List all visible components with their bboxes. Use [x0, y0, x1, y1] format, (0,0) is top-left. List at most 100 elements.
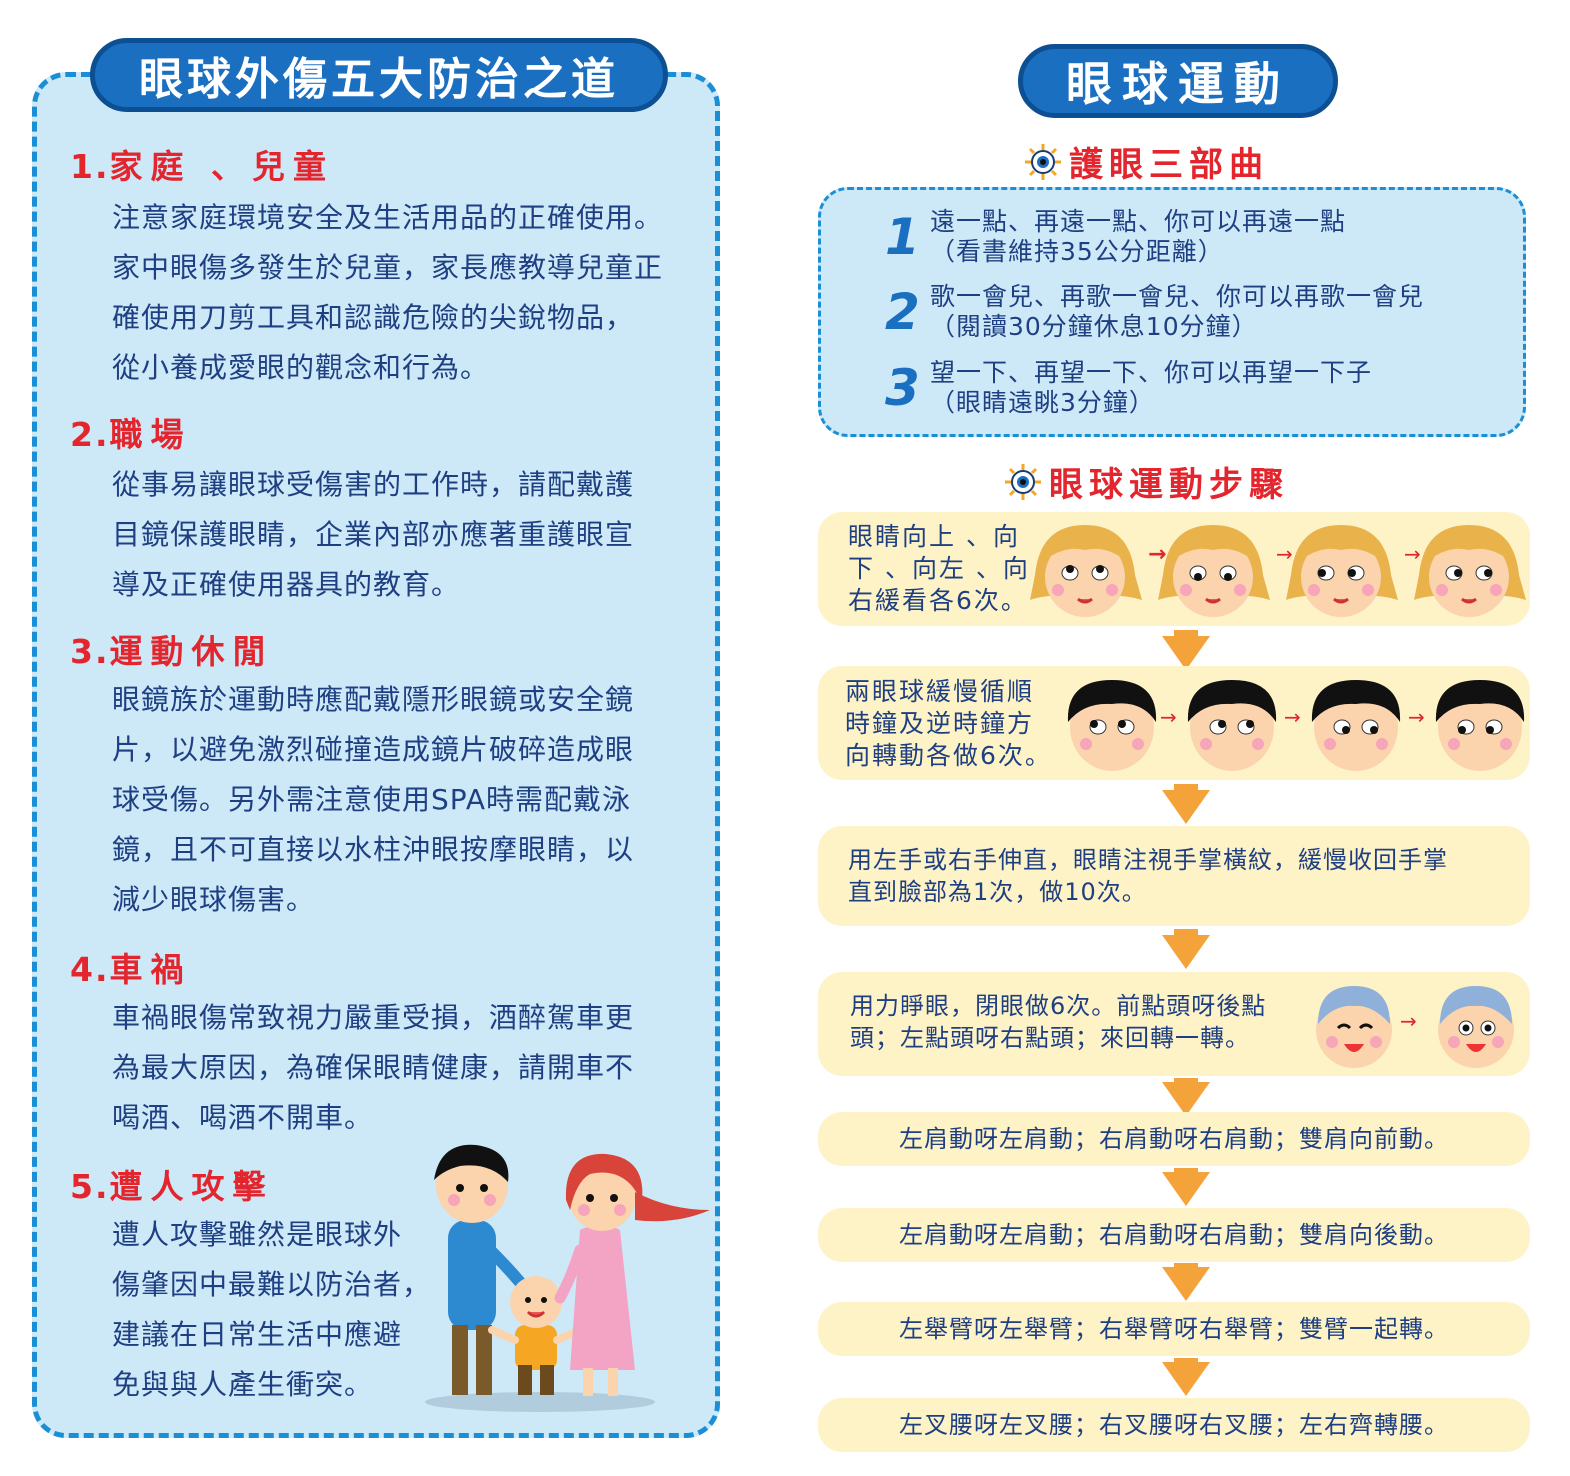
arrow-icon: → [1284, 705, 1301, 729]
boy-face-1 [1067, 680, 1157, 771]
section-5-heading: 5.遭人攻擊 [70, 1160, 274, 1208]
step-8-text: 左叉腰呀左叉腰；右叉腰呀右叉腰；左右齊轉腰。 [899, 1411, 1449, 1439]
song-number: 3 [885, 359, 920, 417]
section-4-line: 為最大原因，為確保眼睛健康，請開車不 [112, 1051, 635, 1084]
section-4-line: 喝酒、喝酒不開車。 [112, 1101, 374, 1134]
section-2-line: 導及正確使用器具的教育。 [112, 568, 461, 601]
step-2-text: 兩眼球緩慢循順 時鐘及逆時鐘方 向轉動各做6次。 [845, 676, 1052, 772]
song-line: 望一下、再望一下、你可以再望一下子 [930, 358, 1373, 387]
section-3-title: 運動休閒 [109, 632, 274, 671]
step-4-faces: → [1316, 986, 1514, 1068]
song-note: （眼睛遠眺3分鐘） [930, 388, 1155, 417]
steps-heading: 眼球運動步驟 [1005, 457, 1289, 506]
family-illustration [425, 1144, 710, 1412]
section-5-title: 遭人攻擊 [109, 1167, 274, 1206]
song-text: 遠一點、再遠一點、你可以再遠一點 （看書維持35公分距離） [930, 207, 1346, 267]
section-5-line: 建議在日常生活中應避 [112, 1318, 403, 1351]
step-7-text: 左舉臂呀左舉臂；右舉臂呀右舉臂；雙臂一起轉。 [899, 1315, 1449, 1343]
section-4-number: 4. [70, 950, 110, 989]
section-2-heading: 2.職場 [70, 408, 192, 456]
step-2-faces: → → → [1067, 680, 1525, 771]
arrow-icon: → [1148, 542, 1166, 567]
step-line: 時鐘及逆時鐘方 [845, 709, 1035, 738]
section-1-line: 注意家庭環境安全及生活用品的正確使用。 [112, 201, 664, 234]
section-2-line: 從事易讓眼球受傷害的工作時，請配戴護 [112, 468, 635, 501]
step-line: 用左手或右手伸直，眼睛注視手掌橫紋，緩慢收回手掌 [848, 846, 1448, 874]
arrow-icon: → [1400, 1009, 1417, 1033]
section-1-number: 1. [70, 147, 110, 186]
section-5-line: 免與與人產生衝突。 [112, 1368, 374, 1401]
left-title: 眼球外傷五大防治之道 [90, 38, 668, 112]
song-text: 望一下、再望一下、你可以再望一下子 （眼睛遠眺3分鐘） [930, 358, 1372, 418]
song-box [818, 187, 1526, 437]
steps-heading-text: 眼球運動步驟 [1049, 465, 1289, 505]
section-3-line: 眼鏡族於運動時應配戴隱形眼鏡或安全鏡 [112, 683, 635, 716]
flow-arrow-icon [1162, 636, 1210, 670]
song-note: （看書維持35公分距離） [930, 237, 1224, 266]
girl-face-up [1030, 525, 1142, 617]
flow-arrow-stem [1174, 784, 1198, 792]
section-2-title: 職場 [109, 415, 192, 454]
step-line: 頭；左點頭呀右點頭；來回轉一轉。 [850, 1024, 1250, 1052]
eye-icon [1025, 143, 1061, 180]
song-heading-text: 護眼三部曲 [1069, 145, 1269, 185]
section-5-number: 5. [70, 1167, 110, 1206]
step-1-faces: → → → [1030, 525, 1526, 617]
section-3-line: 球受傷。另外需注意使用SPA時需配戴泳 [112, 783, 632, 816]
baby-face-eyes-open [1438, 986, 1514, 1068]
section-2-number: 2. [70, 415, 110, 454]
song-item: 1 遠一點、再遠一點、你可以再遠一點 （看書維持35公分距離） [885, 200, 1515, 274]
song-note: （閱讀30分鐘休息10分鐘） [930, 312, 1258, 341]
section-1-line: 從小養成愛眼的觀念和行為。 [112, 351, 490, 384]
step-line: 兩眼球緩慢循順 [845, 677, 1035, 706]
girl-face-left [1286, 525, 1398, 617]
section-4-body: 車禍眼傷常致視力嚴重受損，酒醉駕車更 為最大原因，為確保眼睛健康，請開車不 喝酒… [112, 993, 634, 1143]
section-3-number: 3. [70, 632, 110, 671]
section-5-line: 傷肇因中最難以防治者， [112, 1268, 432, 1301]
step-6-box: 左肩動呀左肩動；右肩動呀右肩動；雙肩向後動。 [818, 1208, 1530, 1262]
section-2-body: 從事易讓眼球受傷害的工作時，請配戴護 目鏡保護眼睛，企業內部亦應著重護眼宣 導及… [112, 460, 634, 610]
baby-face-eyes-closed [1316, 986, 1392, 1068]
section-5-line: 遭人攻擊雖然是眼球外 [112, 1218, 403, 1251]
step-4-box [818, 972, 1530, 1076]
step-6-text: 左肩動呀左肩動；右肩動呀右肩動；雙肩向後動。 [899, 1221, 1449, 1249]
section-2-line: 目鏡保護眼睛，企業內部亦應著重護眼宣 [112, 518, 635, 551]
flow-arrow-icon [1162, 1267, 1210, 1301]
section-4-title: 車禍 [109, 950, 192, 989]
eye-icon [1005, 463, 1041, 500]
flow-arrow-stem [1174, 630, 1198, 638]
step-7-box: 左舉臂呀左舉臂；右舉臂呀右舉臂；雙臂一起轉。 [818, 1302, 1530, 1356]
step-4-text: 用力睜眼，閉眼做6次。前點頭呀後點 頭；左點頭呀右點頭；來回轉一轉。 [850, 990, 1266, 1054]
step-line: 用力睜眼，閉眼做6次。前點頭呀後點 [850, 992, 1267, 1020]
step-1-text: 眼睛向上 、向 下 、向左 、向 右緩看各6次。 [848, 521, 1030, 617]
step-5-box: 左肩動呀左肩動；右肩動呀右肩動；雙肩向前動。 [818, 1112, 1530, 1166]
song-line: 遠一點、再遠一點、你可以再遠一點 [930, 207, 1347, 236]
section-4-line: 車禍眼傷常致視力嚴重受損，酒醉駕車更 [112, 1001, 635, 1034]
section-3-line: 片，以避免激烈碰撞造成鏡片破碎造成眼 [112, 733, 635, 766]
song-item: 2 歌一會兒、再歌一會兒、你可以再歌一會兒 （閱讀30分鐘休息10分鐘） [885, 274, 1515, 350]
section-5-body: 遭人攻擊雖然是眼球外 傷肇因中最難以防治者， 建議在日常生活中應避 免與與人產生… [112, 1210, 431, 1410]
step-line: 直到臉部為1次，做10次。 [848, 878, 1147, 906]
song-line: 歌一會兒、再歌一會兒、你可以再歌一會兒 [930, 282, 1425, 311]
boy-face-2 [1187, 680, 1277, 771]
section-3-body: 眼鏡族於運動時應配戴隱形眼鏡或安全鏡 片，以避免激烈碰撞造成鏡片破碎造成眼 球受… [112, 675, 634, 925]
section-1-line: 家中眼傷多發生於兒童，家長應教導兒童正 [112, 251, 664, 284]
song-number: 2 [885, 283, 920, 341]
step-line: 眼睛向上 、向 [848, 522, 1020, 551]
boy-face-4 [1435, 680, 1525, 771]
song-number: 1 [885, 208, 920, 266]
girl-face-right [1414, 525, 1526, 617]
boy-face-3 [1311, 680, 1401, 771]
step-8-box: 左叉腰呀左叉腰；右叉腰呀右叉腰；左右齊轉腰。 [818, 1398, 1530, 1452]
section-1-title: 家庭 、兒童 [109, 147, 334, 186]
section-1-heading: 1.家庭 、兒童 [70, 140, 334, 188]
flow-arrow-icon [1162, 790, 1210, 824]
arrow-icon: → [1408, 705, 1425, 729]
section-3-line: 減少眼球傷害。 [112, 883, 316, 916]
song-text: 歌一會兒、再歌一會兒、你可以再歌一會兒 （閱讀30分鐘休息10分鐘） [930, 282, 1424, 342]
step-2-box [818, 666, 1530, 780]
arrow-icon: → [1160, 705, 1177, 729]
song-heading: 護眼三部曲 [1025, 137, 1269, 186]
step-3-box [818, 826, 1530, 926]
step-line: 右緩看各6次。 [848, 586, 1028, 615]
